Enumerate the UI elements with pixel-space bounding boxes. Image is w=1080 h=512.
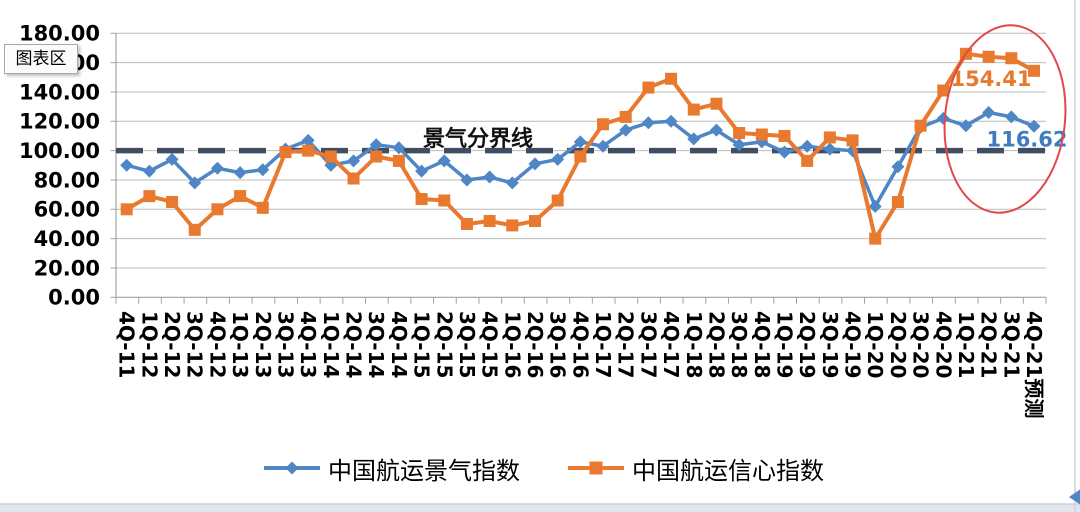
svg-text:4Q-18: 4Q-18 xyxy=(750,311,774,378)
svg-text:1Q-15: 1Q-15 xyxy=(410,311,434,378)
svg-text:0.00: 0.00 xyxy=(48,286,100,310)
svg-text:3Q-13: 3Q-13 xyxy=(273,311,297,378)
svg-text:3Q-16: 3Q-16 xyxy=(546,311,570,378)
scroll-left-arrow-icon[interactable] xyxy=(1069,489,1080,505)
svg-text:4Q-16: 4Q-16 xyxy=(568,311,592,378)
value-label-confidence: 154.41 xyxy=(950,67,1031,91)
svg-text:1Q-21: 1Q-21 xyxy=(954,311,978,378)
chart-area-tooltip: 图表区 xyxy=(4,44,78,74)
chart-legend: 中国航运景气指数 中国航运信心指数 xyxy=(263,451,824,486)
svg-text:4Q-17: 4Q-17 xyxy=(659,311,683,378)
svg-text:1Q-14: 1Q-14 xyxy=(319,311,343,378)
boom-dividing-line-label: 景气分界线 xyxy=(423,126,533,152)
svg-text:1Q-20: 1Q-20 xyxy=(863,311,887,378)
svg-text:2Q-12: 2Q-12 xyxy=(160,311,184,378)
x-axis-tick-labels: 4Q-111Q-122Q-123Q-124Q-121Q-132Q-133Q-13… xyxy=(115,311,1046,418)
svg-text:2Q-18: 2Q-18 xyxy=(704,311,728,378)
svg-text:100.00: 100.00 xyxy=(19,139,100,163)
legend-item-confidence-index[interactable]: 中国航运信心指数 xyxy=(567,451,824,486)
svg-text:3Q-20: 3Q-20 xyxy=(909,311,933,378)
legend-line-diamond-icon xyxy=(263,459,321,477)
svg-text:4Q-20: 4Q-20 xyxy=(931,311,955,378)
svg-text:180.00: 180.00 xyxy=(19,22,100,46)
svg-text:20.00: 20.00 xyxy=(34,256,100,280)
svg-text:1Q-19: 1Q-19 xyxy=(772,311,796,378)
svg-text:2Q-21: 2Q-21 xyxy=(977,311,1001,378)
value-labels: 154.41 116.62 xyxy=(950,67,1067,151)
svg-text:3Q-17: 3Q-17 xyxy=(636,311,660,378)
svg-text:3Q-12: 3Q-12 xyxy=(183,311,207,378)
svg-text:1Q-12: 1Q-12 xyxy=(137,311,161,378)
svg-text:4Q-19: 4Q-19 xyxy=(841,311,865,378)
svg-text:3Q-19: 3Q-19 xyxy=(818,311,842,378)
axes xyxy=(110,32,1047,304)
svg-text:3Q-15: 3Q-15 xyxy=(455,311,479,378)
svg-text:2Q-16: 2Q-16 xyxy=(523,311,547,378)
svg-text:4Q-13: 4Q-13 xyxy=(296,311,320,378)
svg-text:3Q-14: 3Q-14 xyxy=(364,311,388,378)
svg-text:3Q-18: 3Q-18 xyxy=(727,311,751,378)
svg-text:4Q-21预测: 4Q-21预测 xyxy=(1022,311,1046,418)
legend-line-square-icon xyxy=(567,459,625,477)
svg-text:1Q-17: 1Q-17 xyxy=(591,311,615,378)
svg-text:4Q-15: 4Q-15 xyxy=(478,311,502,378)
svg-text:2Q-17: 2Q-17 xyxy=(614,311,638,378)
svg-text:3Q-21: 3Q-21 xyxy=(999,311,1023,378)
svg-text:40.00: 40.00 xyxy=(34,227,100,251)
svg-text:4Q-12: 4Q-12 xyxy=(205,311,229,378)
svg-text:80.00: 80.00 xyxy=(34,168,100,192)
svg-text:2Q-13: 2Q-13 xyxy=(251,311,275,378)
svg-text:1Q-18: 1Q-18 xyxy=(682,311,706,378)
svg-text:60.00: 60.00 xyxy=(34,198,100,222)
svg-text:1Q-13: 1Q-13 xyxy=(228,311,252,378)
svg-text:4Q-11: 4Q-11 xyxy=(115,311,139,378)
svg-text:1Q-16: 1Q-16 xyxy=(500,311,524,378)
legend-item-prosperity-index[interactable]: 中国航运景气指数 xyxy=(263,451,520,486)
svg-text:140.00: 140.00 xyxy=(19,80,100,104)
svg-text:2Q-20: 2Q-20 xyxy=(886,311,910,378)
legend-label-prosperity: 中国航运景气指数 xyxy=(328,456,520,485)
value-label-prosperity: 116.62 xyxy=(986,127,1067,151)
highlight-ellipse xyxy=(943,24,1067,214)
svg-text:4Q-14: 4Q-14 xyxy=(387,311,411,378)
svg-text:2Q-19: 2Q-19 xyxy=(795,311,819,378)
svg-text:120.00: 120.00 xyxy=(19,110,100,134)
svg-text:2Q-14: 2Q-14 xyxy=(342,311,366,378)
svg-text:2Q-15: 2Q-15 xyxy=(432,311,456,378)
legend-label-confidence: 中国航运信心指数 xyxy=(632,456,824,485)
